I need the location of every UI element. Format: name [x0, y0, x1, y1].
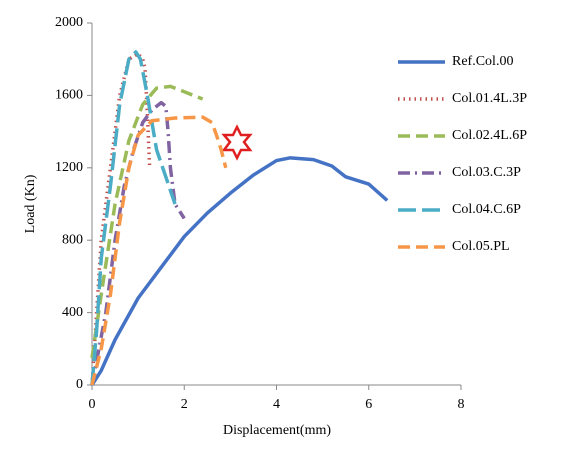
star-annotation [221, 124, 253, 161]
y-tick-label: 800 [62, 232, 83, 247]
y-axis-label: Load (Kn) [23, 174, 38, 233]
series-line [90, 50, 177, 386]
x-tick-label: 0 [89, 397, 96, 412]
series-line [90, 84, 204, 359]
legend-label: Col.04.C.6P [452, 202, 521, 217]
y-tick-label: 1200 [55, 160, 83, 175]
x-tick-label: 2 [181, 397, 188, 412]
y-tick-label: 1600 [55, 88, 83, 103]
y-tick-label: 400 [62, 305, 83, 320]
legend-label: Col.03.C.3P [452, 165, 521, 180]
x-tick-label: 8 [458, 397, 465, 412]
legend-label: Col.01.4L.3P [452, 91, 527, 106]
x-tick-label: 4 [273, 397, 280, 412]
series-line [90, 115, 228, 386]
legend-label: Ref.Col.00 [452, 54, 513, 69]
series-line [90, 156, 389, 386]
y-tick-label: 0 [76, 377, 83, 392]
x-axis-label: Displacement(mm) [223, 423, 331, 438]
series-line [90, 100, 186, 386]
y-tick-label: 2000 [55, 15, 83, 30]
x-tick-label: 6 [365, 397, 372, 412]
legend-label: Col.02.4L.6P [452, 128, 527, 143]
legend-label: Col.05.PL [452, 239, 510, 254]
